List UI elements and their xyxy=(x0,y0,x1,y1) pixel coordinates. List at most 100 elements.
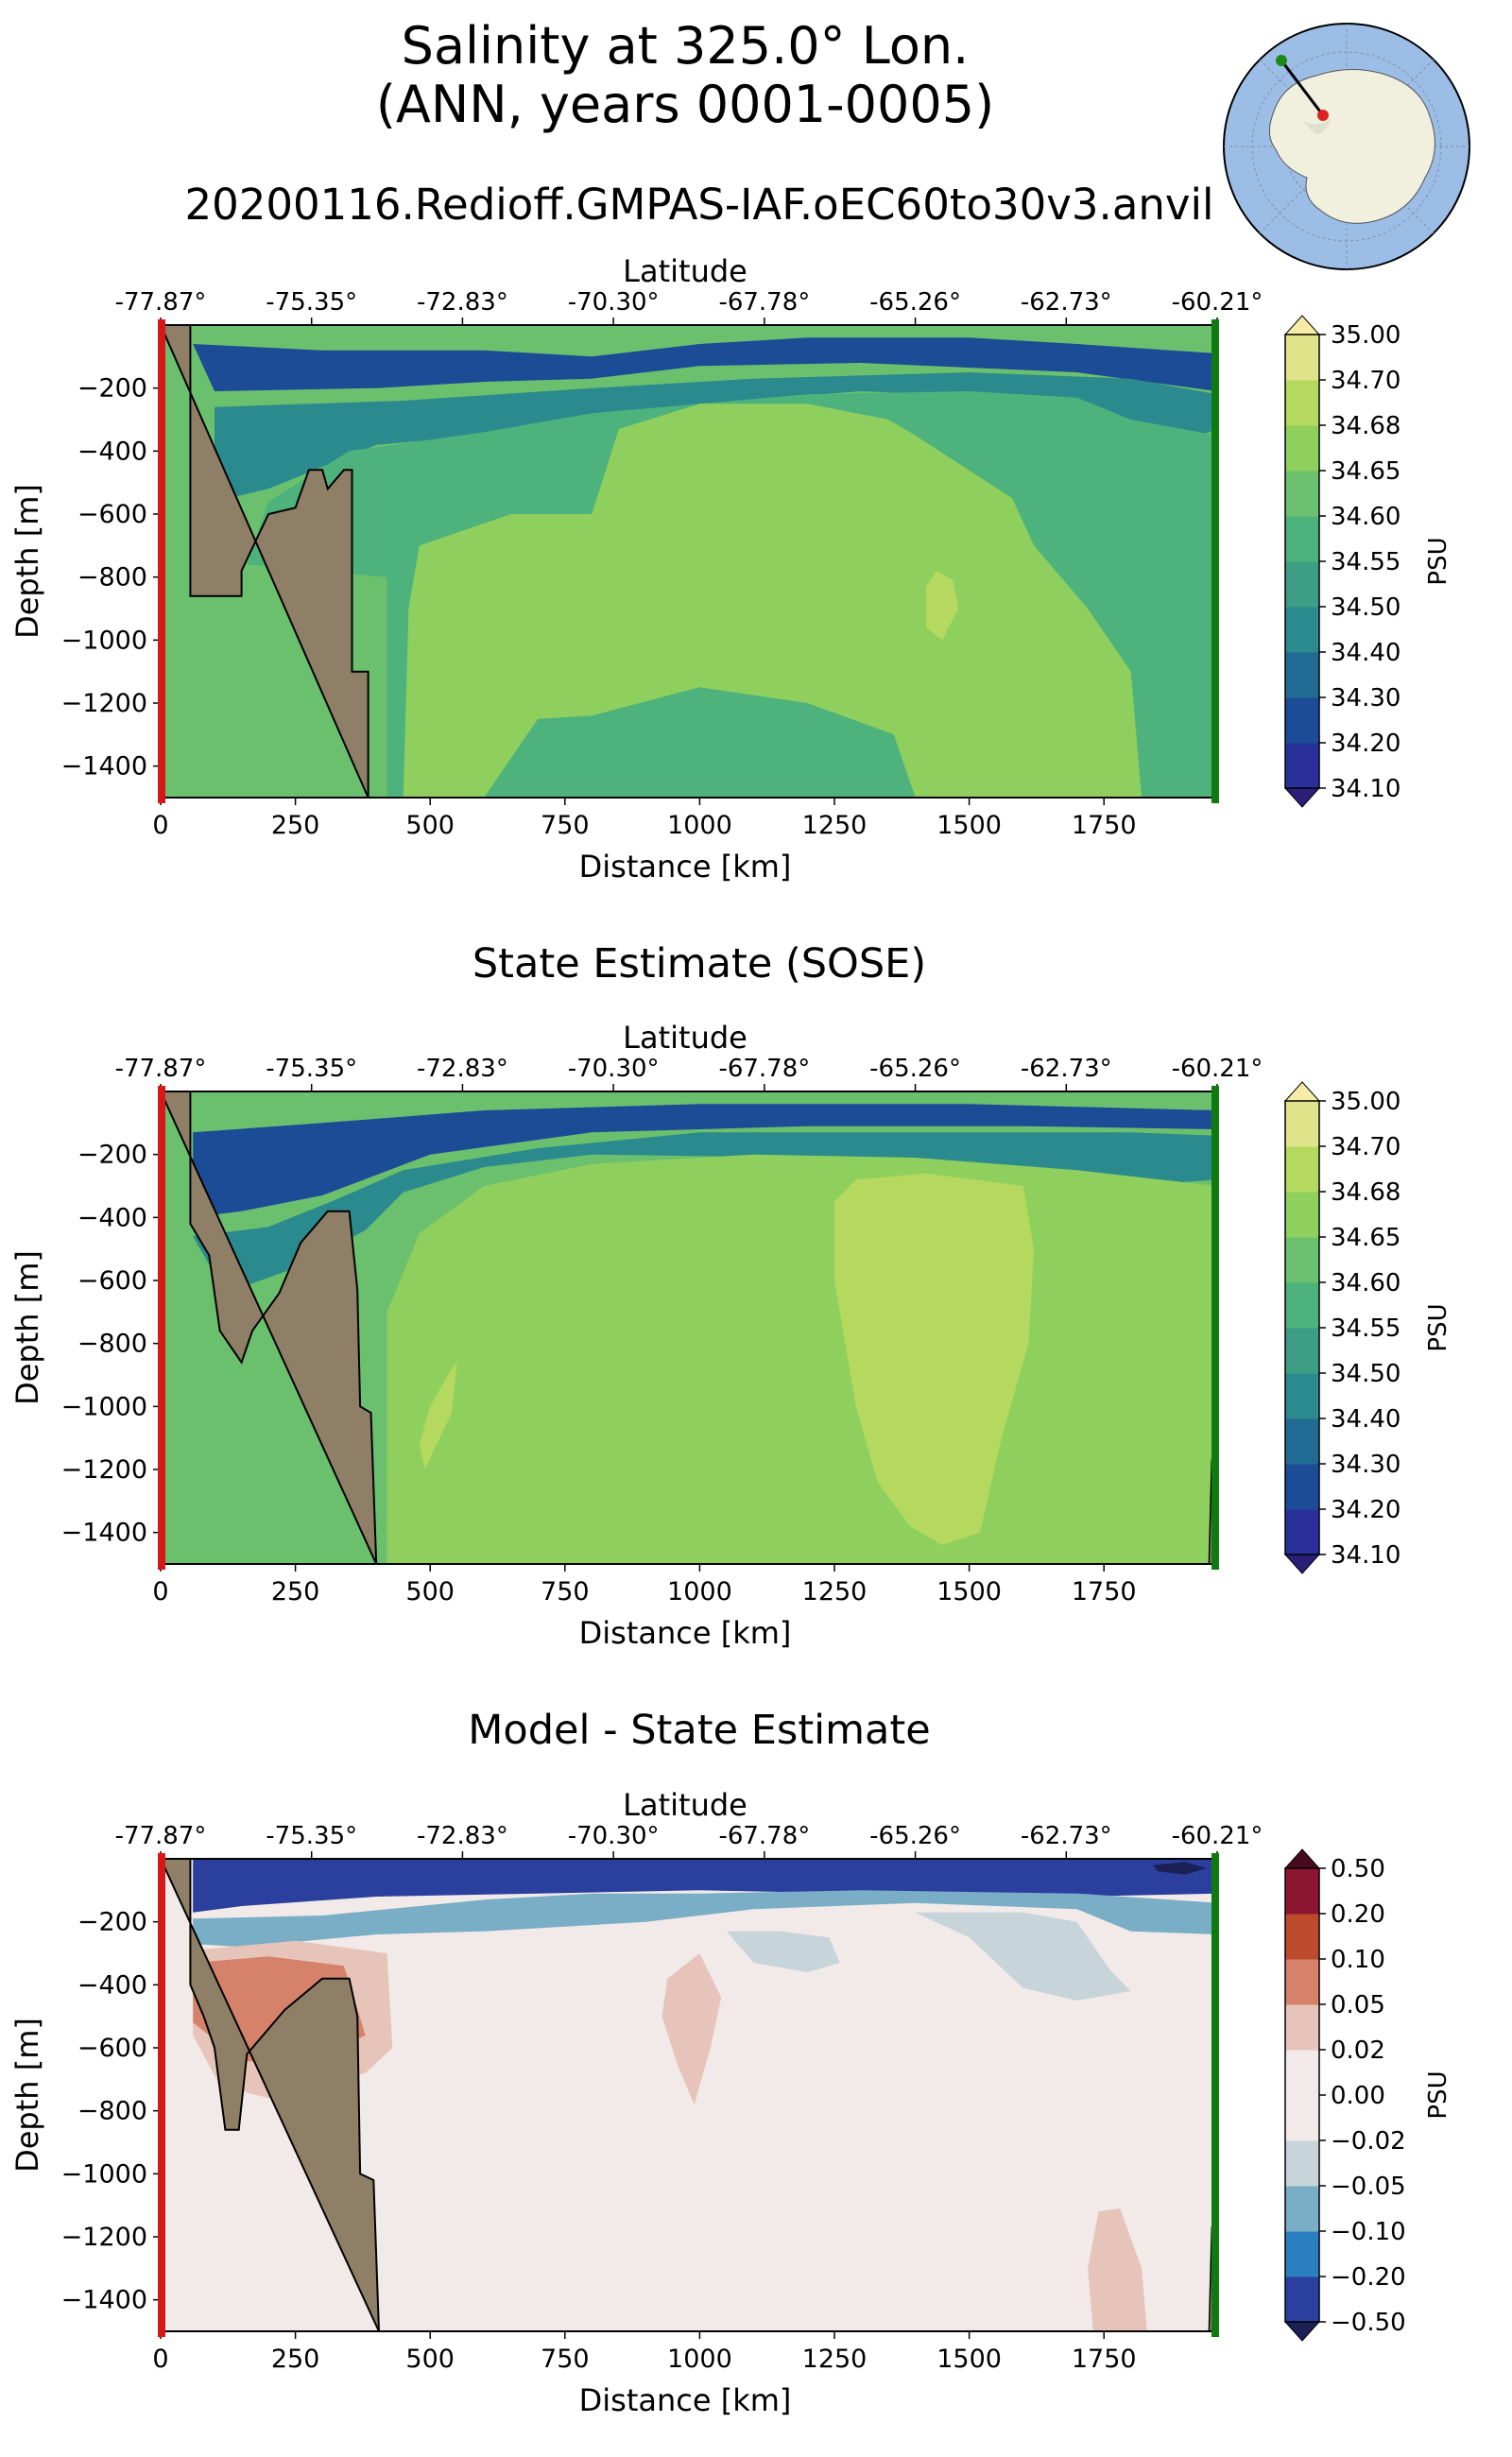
contour-region xyxy=(193,1890,1217,1948)
colorbar-segment xyxy=(1285,335,1319,381)
latitude-tick-label: -70.30° xyxy=(568,1055,660,1083)
latitude-tick-label: -65.26° xyxy=(869,288,961,317)
colorbar-tick-label: 34.65 xyxy=(1331,457,1400,486)
contour-region xyxy=(1088,2208,1147,2331)
panel-top-axis-label: Latitude xyxy=(623,1020,747,1056)
latitude-tick-label: -72.83° xyxy=(417,288,508,317)
colorbar-segment xyxy=(1285,425,1319,472)
ice-shelf xyxy=(1302,119,1331,135)
difference-section-plot xyxy=(161,1859,1217,2331)
contour-region xyxy=(834,1173,1035,1545)
y-tick-label: −400 xyxy=(77,437,147,466)
contour-region xyxy=(1152,1862,1207,1875)
x-axis-label: Distance [km] xyxy=(579,1615,792,1651)
colorbar-label: PSU xyxy=(1424,2070,1452,2119)
colorbar-lower-extension xyxy=(1283,787,1321,808)
colorbar-tick-label: 0.00 xyxy=(1331,2082,1385,2110)
latitude-tick-label: -65.26° xyxy=(869,1822,961,1850)
run-name-subtitle: 20200116.Redioff.GMPAS-IAF.oEC60to30v3.a… xyxy=(184,180,1214,230)
colorbar-segment xyxy=(1285,1101,1319,1147)
latitude-tick-label: -70.30° xyxy=(568,1822,660,1850)
y-tick-label: −1200 xyxy=(61,1455,147,1485)
colorbar-segment xyxy=(1285,1464,1319,1510)
colorbar-tick-label: 34.68 xyxy=(1331,412,1400,440)
latitude-tick-label: -62.73° xyxy=(1021,1055,1112,1083)
colorbar-segment xyxy=(1285,697,1319,744)
difference-colorbar: −0.50 −0.20 −0.10 −0.05 −0.02 0.00 0.02 0.05 0.1… xyxy=(1283,1848,1406,2342)
colorbar-tick-label: 34.60 xyxy=(1331,503,1400,531)
y-tick-label: −1200 xyxy=(61,689,147,718)
x-tick-label: 1750 xyxy=(1072,1577,1137,1606)
y-tick-label: −800 xyxy=(77,1330,147,1359)
colorbar-segment xyxy=(1285,471,1319,517)
depth-tick-labels: −200 −400 −600 −800 −1000 −1200 −1400 xyxy=(61,1908,161,2315)
colorbar-upper-extension xyxy=(1283,315,1321,335)
y-tick-label: −800 xyxy=(77,563,147,593)
x-tick-label: 0 xyxy=(152,811,168,840)
panel-title-difference: Model - State Estimate xyxy=(468,1707,931,1754)
colorbar-segment xyxy=(1285,1328,1319,1374)
contour-region xyxy=(387,1154,1217,1564)
colorbar-segment xyxy=(1285,1373,1319,1419)
colorbar-segment xyxy=(1285,2277,1319,2323)
x-axis-label: Distance [km] xyxy=(579,2382,792,2418)
colorbar-segment xyxy=(1285,652,1319,698)
colorbar-tick-label: 34.40 xyxy=(1331,1405,1400,1434)
contour-region xyxy=(915,1912,1131,2001)
x-tick-label: 0 xyxy=(152,2345,168,2374)
colorbar-label: PSU xyxy=(1424,1303,1452,1351)
transect-end-marker xyxy=(1276,55,1287,66)
contour-region xyxy=(926,571,959,641)
latitude-tick-label: -77.87° xyxy=(115,1055,207,1083)
colorbar-tick-label: 35.00 xyxy=(1331,321,1400,350)
panel-top-axis-label: Latitude xyxy=(623,253,747,289)
latitude-tick-label: -62.73° xyxy=(1021,1822,1112,1850)
x-tick-label: 500 xyxy=(405,811,455,840)
distance-tick-labels: 0 250 500 750 1000 1250 1500 1750 xyxy=(152,2331,1137,2374)
y-tick-label: −1200 xyxy=(61,2223,147,2252)
x-tick-label: 750 xyxy=(541,811,590,840)
colorbar-segment xyxy=(1285,1959,1319,2005)
colorbar-segment xyxy=(1285,516,1319,562)
model-salinity-panel: Latitude -77.87° -75.35° -72.83° -70.30° -67… xyxy=(9,253,1452,885)
colorbar-tick-label: 34.40 xyxy=(1331,639,1400,667)
contour-region xyxy=(215,372,1217,502)
difference-panel: Latitude -77.87° -75.35° -72.83° -70.30° -67… xyxy=(9,1787,1452,2418)
latitude-tick-label: -77.87° xyxy=(115,288,207,317)
x-tick-label: 1500 xyxy=(936,811,1002,840)
x-tick-label: 250 xyxy=(271,811,320,840)
y-tick-label: −400 xyxy=(77,1970,147,2000)
colorbar-segment xyxy=(1285,1192,1319,1238)
x-tick-label: 0 xyxy=(152,1577,168,1606)
y-tick-label: −1000 xyxy=(61,626,147,655)
colorbar-lower-extension xyxy=(1283,2321,1321,2342)
distance-tick-labels: 0 250 500 750 1000 1250 1500 1750 xyxy=(152,1564,1137,1606)
latitude-tick-label: -72.83° xyxy=(417,1822,508,1850)
colorbar-tick-label: 34.65 xyxy=(1331,1224,1400,1252)
colorbar-segment xyxy=(1285,2140,1319,2187)
x-tick-label: 1250 xyxy=(802,811,868,840)
x-tick-label: 1000 xyxy=(667,2345,732,2374)
colorbar-tick-label: −0.50 xyxy=(1331,2309,1406,2337)
latitude-tick-label: -70.30° xyxy=(568,288,660,317)
x-tick-label: 750 xyxy=(541,1577,590,1606)
latitude-tick-labels: -77.87° -75.35° -72.83° -70.30° -67.78° -65.2… xyxy=(115,288,1263,325)
y-tick-label: −1400 xyxy=(61,1519,147,1548)
colorbar-segment xyxy=(1285,607,1319,653)
contour-region xyxy=(403,404,1143,798)
contour-region xyxy=(193,1132,1217,1294)
x-tick-label: 1500 xyxy=(936,2345,1002,2374)
contour-region xyxy=(193,1859,1217,1913)
colorbar-segment xyxy=(1285,1914,1319,1960)
y-tick-label: −600 xyxy=(77,500,147,529)
colorbar-tick-label: −0.05 xyxy=(1331,2173,1406,2201)
x-tick-label: 500 xyxy=(405,1577,455,1606)
colorbar-segment xyxy=(1285,1868,1319,1915)
panel-top-axis-label: Latitude xyxy=(623,1787,747,1823)
contour-region xyxy=(193,1104,1217,1218)
colorbar-tick-label: 34.60 xyxy=(1331,1269,1400,1297)
y-axis-label: Depth [m] xyxy=(9,2018,45,2173)
latitude-tick-labels: -77.87° -75.35° -72.83° -70.30° -67.78° -65.2… xyxy=(115,1822,1263,1859)
colorbar-tick-label: 34.50 xyxy=(1331,593,1400,622)
latitude-tick-label: -60.21° xyxy=(1172,288,1263,317)
